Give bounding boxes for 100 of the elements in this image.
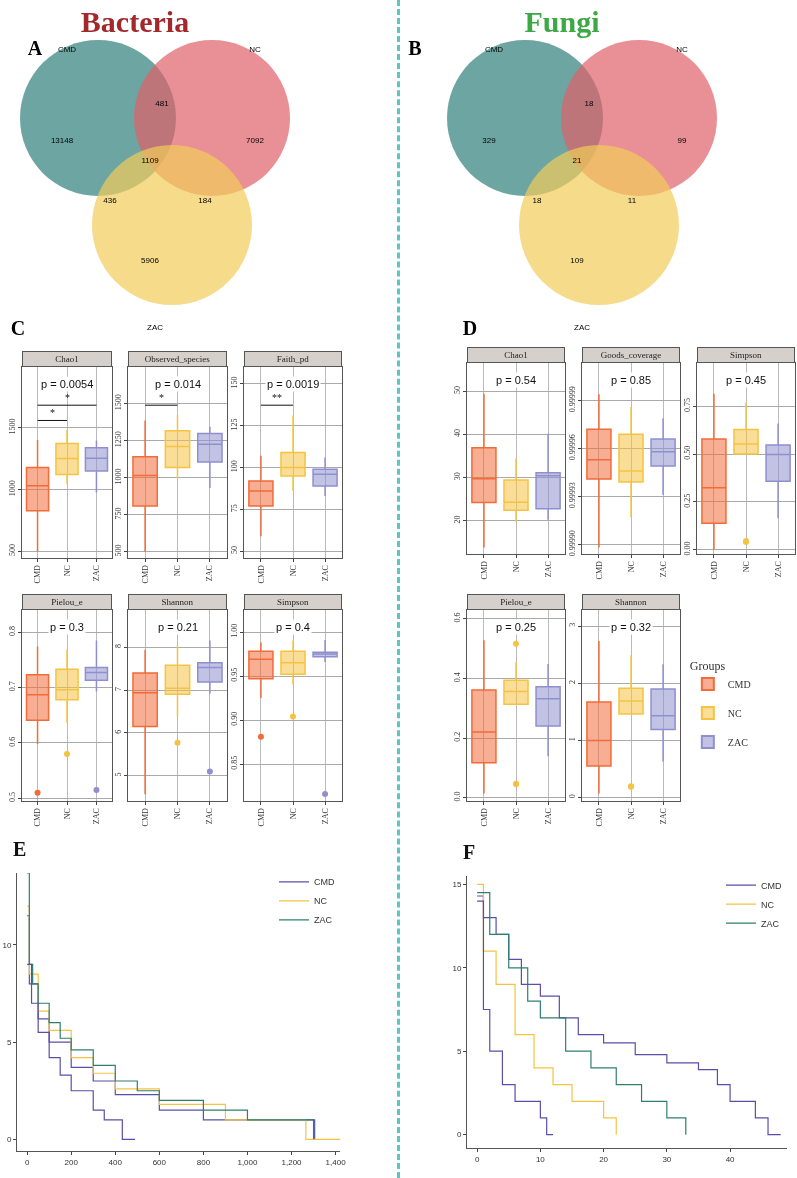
y-tick-label: 2 — [567, 680, 577, 684]
y-tick-label: 20 — [452, 515, 462, 524]
text: 184 — [198, 196, 213, 205]
chart-title: Goods_coverage — [600, 350, 662, 360]
y-tick-label: 7 — [113, 686, 123, 691]
category-label: ZAC — [147, 323, 164, 332]
annotation: p = 0.014 — [155, 378, 202, 390]
x-tick-label: ZAC — [320, 565, 330, 582]
x-tick-label: NC — [626, 808, 636, 820]
y-tick-label: 0.00 — [682, 541, 692, 556]
y-tick-label: 750 — [113, 507, 123, 520]
y-tick-label: 0.50 — [682, 445, 692, 460]
y-tick-label: 100 — [229, 460, 239, 473]
x-tick-label: ZAC — [773, 561, 783, 578]
y-tick-label: 5 — [113, 772, 123, 777]
x-tick-label: ZAC — [320, 808, 330, 825]
annotation: p = 0.85 — [611, 374, 652, 386]
y-tick-label: 0.6 — [452, 612, 462, 623]
y-tick-label: 125 — [229, 418, 239, 431]
y-tick-label: 0.6 — [7, 736, 17, 747]
y-tick-label: 1000 — [7, 480, 17, 497]
x-tick-label: 400 — [108, 1157, 123, 1167]
chart-title: Chao1 — [504, 350, 528, 360]
legend-label: CMD — [727, 679, 751, 690]
y-tick-label: 0 — [456, 1130, 462, 1140]
x-tick-label: NC — [62, 808, 72, 820]
annotation: p = 0.0019 — [267, 378, 320, 390]
x-tick-label: 0 — [24, 1157, 30, 1167]
x-tick-label: CMD — [140, 807, 150, 827]
text: 436 — [103, 196, 118, 205]
text: Bacteria — [80, 5, 190, 38]
x-tick-label: ZAC — [92, 808, 102, 825]
x-tick-label: NC — [288, 565, 298, 577]
annotation: p = 0.32 — [611, 621, 652, 633]
y-tick-label: 0.0 — [452, 791, 462, 802]
annotation: * — [50, 407, 55, 418]
y-tick-label: 1.00 — [229, 623, 239, 638]
text: C — [10, 317, 26, 339]
text: 18 — [584, 99, 594, 108]
text: E — [13, 838, 27, 860]
text: F — [463, 841, 476, 863]
annotation: p = 0.54 — [496, 374, 537, 386]
text: 481 — [155, 99, 170, 108]
text: 329 — [482, 136, 497, 145]
legend-label: NC — [727, 708, 743, 719]
y-tick-label: 0.8 — [7, 625, 17, 636]
legend-label: CMD — [761, 880, 782, 891]
y-tick-label: 0.4 — [452, 672, 462, 683]
x-tick-label: 1,400 — [325, 1157, 347, 1167]
x-tick-label: 1,200 — [281, 1157, 303, 1167]
chart-title: Shannon — [161, 597, 194, 607]
chart-title: Observed_species — [144, 354, 211, 364]
text: Fungi — [524, 5, 600, 38]
annotation: * — [65, 392, 70, 403]
x-tick-label: CMD — [709, 560, 719, 580]
y-tick-label: 0.95 — [229, 667, 239, 682]
category-label: ZAC — [574, 323, 591, 332]
x-tick-label: 20 — [599, 1154, 609, 1164]
y-tick-label: 1 — [567, 737, 577, 742]
x-tick-label: 800 — [196, 1157, 211, 1167]
legend-label: ZAC — [314, 915, 333, 926]
x-tick-label: CMD — [256, 564, 266, 584]
x-tick-label: NC — [511, 808, 521, 820]
text: A — [27, 37, 43, 59]
chart-title: Chao1 — [55, 354, 79, 364]
category-label: CMD — [57, 45, 77, 54]
y-tick-label: 0.2 — [452, 731, 462, 742]
y-tick-label: 500 — [7, 544, 17, 556]
x-tick-label: CMD — [140, 564, 150, 584]
x-tick-label: NC — [288, 808, 298, 820]
y-tick-label: 0.99996 — [567, 434, 577, 461]
y-tick-label: 6 — [113, 729, 123, 734]
annotation: p = 0.3 — [50, 621, 84, 633]
y-tick-label: 5 — [6, 1037, 12, 1047]
text: 21 — [572, 156, 582, 165]
x-tick-label: CMD — [33, 807, 43, 827]
x-tick-label: NC — [511, 561, 521, 573]
chart-title: Faith_pd — [276, 354, 310, 364]
category-label: NC — [249, 45, 261, 54]
annotation: ** — [272, 392, 282, 403]
x-tick-label: ZAC — [205, 808, 215, 825]
x-tick-label: CMD — [594, 560, 604, 580]
annotation: p = 0.45 — [726, 374, 767, 386]
x-tick-label: NC — [173, 565, 183, 577]
x-tick-label: NC — [173, 808, 183, 820]
y-tick-label: 10 — [452, 963, 462, 973]
text: 7092 — [246, 136, 265, 145]
y-tick-label: 8 — [113, 644, 123, 649]
x-tick-label: 30 — [662, 1154, 672, 1164]
y-tick-label: 1500 — [113, 394, 123, 411]
y-tick-label: 0 — [567, 794, 577, 799]
chart-title: Pielou_e — [51, 597, 83, 607]
y-tick-label: 50 — [229, 546, 239, 555]
x-tick-label: ZAC — [205, 565, 215, 582]
y-tick-label: 0.7 — [7, 681, 17, 692]
x-tick-label: 1,000 — [237, 1157, 259, 1167]
text: D — [462, 317, 478, 339]
text: 5906 — [141, 256, 160, 265]
x-tick-label: CMD — [33, 564, 43, 584]
x-tick-label: CMD — [594, 807, 604, 827]
